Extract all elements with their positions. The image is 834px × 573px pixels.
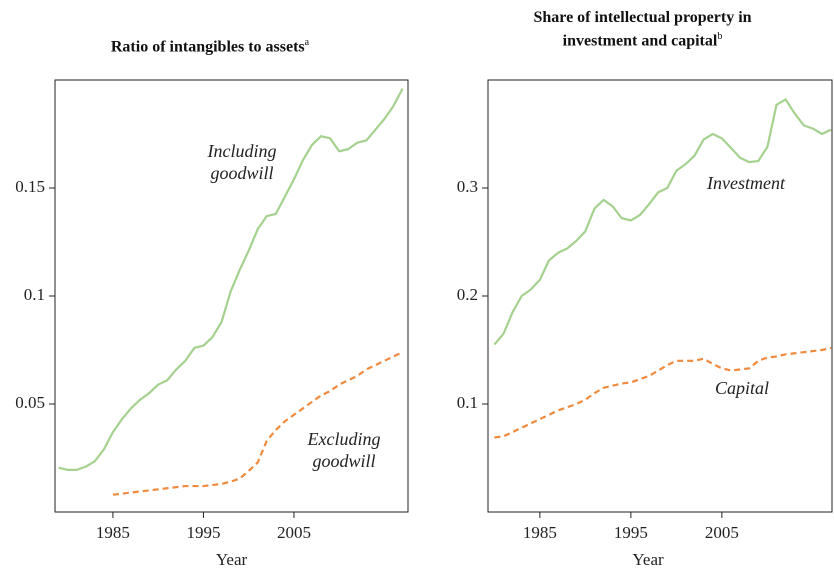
plot-frame	[487, 79, 833, 513]
x-tick-label: 1995	[614, 523, 648, 542]
title-note: a	[304, 37, 310, 48]
x-tick-label: 2005	[705, 523, 739, 542]
series-label: Excluding goodwill	[307, 429, 381, 471]
series-label: Capital	[714, 378, 769, 398]
x-tick-label: 1985	[96, 523, 130, 542]
series-line	[494, 346, 832, 439]
y-tick-label: 0.3	[457, 177, 478, 196]
series-label: Investment	[707, 173, 785, 193]
y-tick-label: 0.1	[457, 393, 478, 412]
series-label: Including goodwill	[207, 141, 277, 183]
y-tick-label: 0.15	[15, 177, 45, 196]
x-tick-label: 1995	[186, 523, 220, 542]
y-tick-label: 0.05	[15, 393, 45, 412]
series-line	[493, 98, 832, 346]
y-tick-label: 0.1	[24, 285, 45, 304]
title-note: b	[717, 31, 723, 42]
x-axis-label: Year	[216, 550, 248, 569]
y-tick-label: 0.2	[457, 285, 478, 304]
series-line	[58, 88, 404, 471]
title-text: Share of intellectual property in invest…	[533, 9, 752, 50]
chart-title: Share of intellectual property in invest…	[505, 8, 780, 50]
x-axis-label: Year	[632, 550, 664, 569]
chart-title: Ratio of intangibles to assetsa	[40, 33, 380, 56]
series-line	[112, 351, 404, 496]
x-tick-label: 2005	[277, 523, 311, 542]
x-tick-label: 1985	[523, 523, 557, 542]
title-text: Ratio of intangibles to assets	[110, 38, 305, 56]
